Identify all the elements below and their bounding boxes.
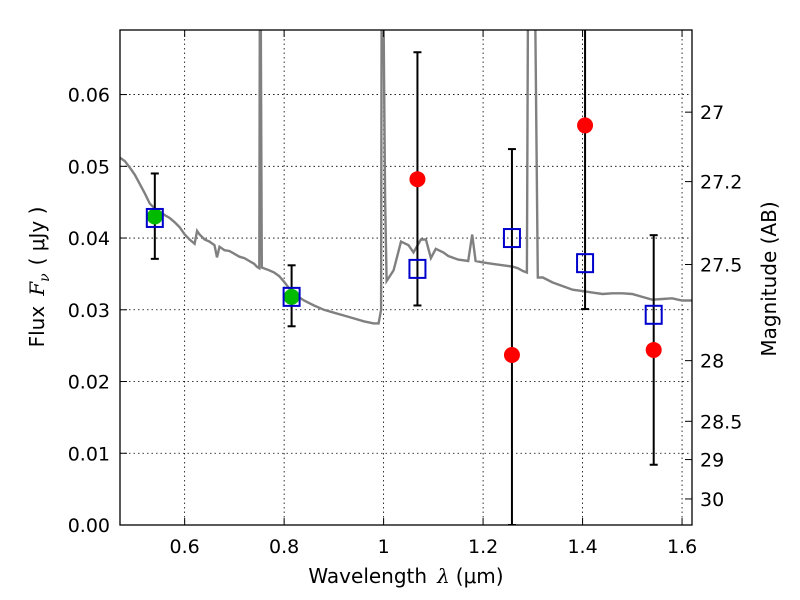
- template-spectrum-line: [120, 30, 692, 325]
- model-square-marker: [502, 228, 521, 249]
- model-square-marker: [644, 304, 663, 325]
- y-axis-label: Flux Fν ( μJy ): [25, 207, 53, 348]
- x-tick-label: 1.2: [468, 536, 498, 558]
- right-axis-ticks: 27 27.2 27.5 28 28.5 29 30: [685, 102, 742, 511]
- data-markers: [145, 117, 663, 363]
- error-bars: [150, 30, 658, 525]
- template-spectrum-layer: [120, 30, 692, 325]
- x-tick-label: 0.6: [170, 536, 200, 558]
- right-tick-label: 28: [700, 351, 724, 373]
- red-data-point: [503, 346, 520, 363]
- x-axis-label: Wavelength λ (μm): [308, 564, 503, 588]
- x-axis-label-symbol: λ: [436, 564, 450, 588]
- y-axis-label-text: Flux: [25, 306, 49, 348]
- y-axis-label-symbol: F: [25, 281, 49, 297]
- y-tick-label: 0.00: [68, 515, 110, 537]
- model-square-marker: [145, 207, 164, 228]
- right-tick-label: 28.5: [700, 411, 742, 433]
- model-square-marker: [576, 253, 595, 274]
- model-square-marker: [282, 286, 301, 307]
- y-tick-label: 0.03: [68, 300, 110, 322]
- right-tick-label: 27.2: [700, 172, 742, 194]
- y-axis-label-subscript: ν: [37, 273, 53, 282]
- grid: [120, 30, 692, 525]
- red-data-point: [409, 171, 426, 188]
- right-tick-label: 27.5: [700, 255, 742, 277]
- y-tick-label: 0.04: [68, 228, 110, 250]
- green-data-point: [283, 288, 300, 305]
- right-tick-label: 30: [700, 489, 724, 511]
- plot-frame: [119, 29, 693, 526]
- x-tick-label: 1.4: [567, 536, 597, 558]
- right-tick-label: 27: [700, 102, 724, 124]
- y-axis-label-unit: ( μJy ): [25, 207, 49, 266]
- x-axis-label-unit: (μm): [456, 564, 504, 588]
- right-tick-label: 29: [700, 450, 724, 472]
- red-data-point: [577, 117, 594, 134]
- y-tick-label: 0.02: [68, 372, 110, 394]
- right-axis-label: Magnitude (AB): [757, 201, 781, 356]
- x-axis-label-text: Wavelength: [308, 564, 427, 588]
- y-tick-label: 0.06: [68, 85, 110, 107]
- y-tick-label: 0.05: [68, 156, 110, 178]
- x-axis-ticks: 0.6 0.8 1 1.2 1.4 1.6: [170, 30, 697, 558]
- green-data-point: [146, 208, 163, 225]
- x-tick-label: 1: [378, 536, 390, 558]
- x-tick-label: 0.8: [269, 536, 299, 558]
- y-tick-label: 0.01: [68, 443, 110, 465]
- model-square-marker: [408, 258, 427, 279]
- red-data-point: [645, 341, 662, 358]
- y-axis-ticks: 0.00 0.01 0.02 0.03 0.04 0.05 0.06: [68, 85, 127, 537]
- x-tick-label: 1.6: [667, 536, 697, 558]
